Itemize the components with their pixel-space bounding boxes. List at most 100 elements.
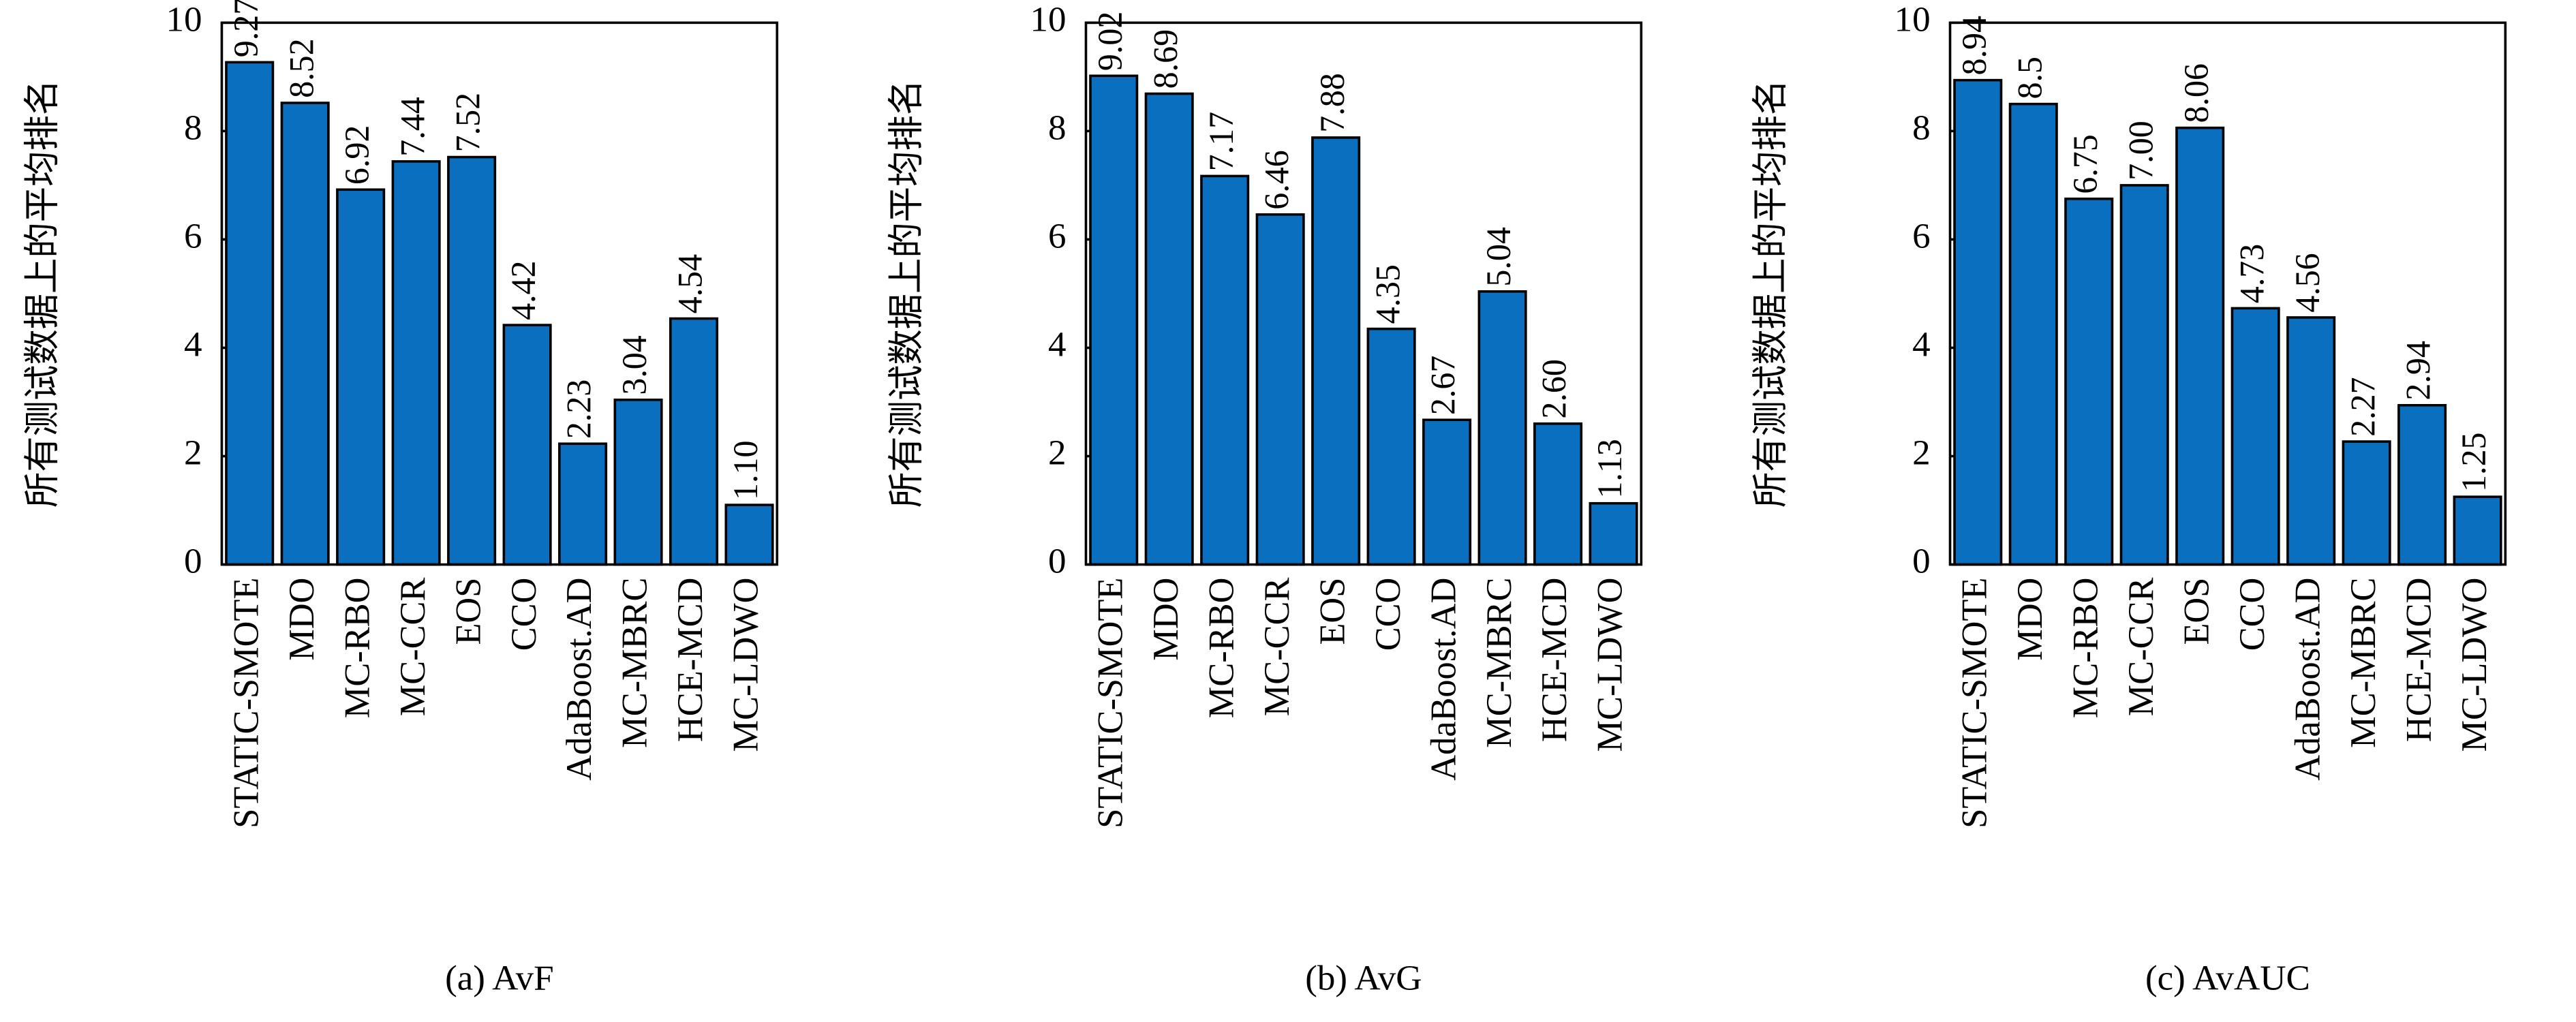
value-label: 5.04 — [1479, 227, 1518, 286]
axes-frame — [220, 21, 779, 566]
bar — [558, 442, 608, 566]
axes-frame — [1084, 21, 1643, 566]
value-label: 6.92 — [337, 125, 375, 185]
y-tick-label: 6 — [1048, 217, 1067, 256]
x-tick-label: MC-MBRC — [2344, 578, 2383, 748]
bar — [2064, 198, 2114, 566]
bar — [1953, 78, 2003, 566]
value-label: 2.94 — [2399, 341, 2437, 400]
bar — [2342, 440, 2391, 566]
x-tick-label: AdaBoost.AD — [2288, 578, 2327, 781]
x-tick-label: EOS — [2177, 578, 2216, 645]
y-tick-label: 4 — [1912, 325, 1931, 365]
value-label: 8.69 — [1146, 29, 1184, 89]
bar — [1533, 422, 1583, 566]
value-label: 8.5 — [2010, 57, 2049, 99]
x-tick-label: MC-RBO — [337, 578, 377, 719]
bar — [2008, 102, 2058, 566]
value-label: 4.56 — [2288, 253, 2326, 312]
x-tick-label: CCO — [504, 578, 543, 651]
value-label: 2.67 — [1424, 356, 1462, 415]
x-tick-label: CCO — [2233, 578, 2272, 651]
x-tick-label: HCE-MCD — [671, 578, 710, 742]
value-label: 4.54 — [671, 254, 709, 313]
bar — [391, 160, 441, 566]
bar — [1311, 136, 1361, 566]
value-label: 2.27 — [2344, 377, 2382, 436]
bar — [336, 188, 386, 566]
value-label: 2.60 — [1535, 359, 1573, 418]
x-tick-label: MDO — [282, 578, 322, 661]
value-label: 4.73 — [2233, 244, 2271, 303]
x-tick-label: HCE-MCD — [1535, 578, 1574, 742]
y-axis-label: 所有测试数据上的平均排名 — [1751, 80, 1790, 508]
bar — [669, 317, 719, 566]
x-tick-label: EOS — [448, 578, 488, 645]
x-tick-label: STATIC-SMOTE — [1954, 578, 1994, 829]
bar — [613, 399, 663, 566]
value-label: 7.52 — [448, 93, 487, 152]
bar — [502, 324, 552, 566]
y-tick-label: 4 — [1048, 325, 1067, 365]
value-label: 2.23 — [559, 380, 598, 439]
bar — [225, 61, 275, 566]
x-tick-label: MC-RBO — [2066, 578, 2105, 719]
bar — [1144, 92, 1194, 566]
bar — [1200, 174, 1250, 566]
value-label: 7.44 — [393, 97, 431, 156]
value-label: 8.94 — [1955, 16, 1993, 75]
y-tick-label: 10 — [1030, 0, 1067, 39]
caption: (b) AvG — [1305, 959, 1422, 998]
bar — [2175, 126, 2225, 566]
y-tick-label: 8 — [1048, 108, 1067, 148]
bar — [1422, 418, 1472, 566]
x-tick-label: MC-MBRC — [1479, 578, 1518, 748]
y-tick-label: 0 — [1912, 542, 1931, 581]
caption: (c) AvAUC — [2145, 959, 2310, 998]
y-tick-label: 2 — [1912, 433, 1931, 473]
value-label: 7.00 — [2121, 121, 2160, 180]
value-label: 1.10 — [726, 440, 765, 499]
y-tick-label: 8 — [1912, 108, 1931, 148]
x-tick-label: AdaBoost.AD — [1424, 578, 1463, 781]
value-label: 1.13 — [1591, 439, 1629, 498]
y-tick-label: 8 — [184, 108, 202, 148]
y-tick-label: 4 — [184, 325, 202, 365]
x-tick-label: MDO — [1146, 578, 1186, 661]
y-tick-label: 6 — [1912, 217, 1931, 256]
y-tick-label: 0 — [1048, 542, 1067, 581]
y-tick-label: 10 — [166, 0, 202, 39]
x-tick-label: MC-CCR — [2121, 577, 2161, 717]
bar — [2397, 403, 2447, 566]
value-label: 4.42 — [504, 260, 542, 320]
value-label: 3.04 — [615, 335, 654, 394]
value-label: 7.88 — [1313, 73, 1351, 132]
value-label: 1.25 — [2455, 433, 2493, 492]
bar — [1477, 290, 1527, 566]
bar — [2119, 184, 2169, 566]
y-tick-label: 2 — [1048, 433, 1067, 473]
bar — [1366, 327, 1416, 566]
x-tick-label: HCE-MCD — [2399, 578, 2438, 742]
x-tick-label: MC-LDWO — [726, 578, 765, 752]
value-label: 6.46 — [1257, 150, 1295, 209]
x-tick-label: MC-LDWO — [1590, 578, 1629, 752]
caption: (a) AvF — [445, 959, 554, 998]
bar — [447, 155, 497, 566]
bar — [1255, 213, 1305, 566]
x-tick-label: MC-CCR — [393, 577, 433, 717]
y-tick-label: 2 — [184, 433, 202, 473]
x-tick-label: MC-LDWO — [2454, 578, 2494, 752]
value-label: 8.06 — [2177, 63, 2215, 123]
y-axis-label: 所有测试数据上的平均排名 — [22, 80, 62, 508]
value-label: 8.52 — [282, 38, 320, 97]
value-label: 9.02 — [1091, 12, 1129, 71]
x-tick-label: EOS — [1313, 578, 1352, 645]
bar — [1589, 501, 1638, 566]
x-tick-label: CCO — [1368, 578, 1408, 651]
y-tick-label: 6 — [184, 217, 202, 256]
bar — [280, 102, 330, 566]
x-tick-label: STATIC-SMOTE — [1090, 578, 1130, 829]
